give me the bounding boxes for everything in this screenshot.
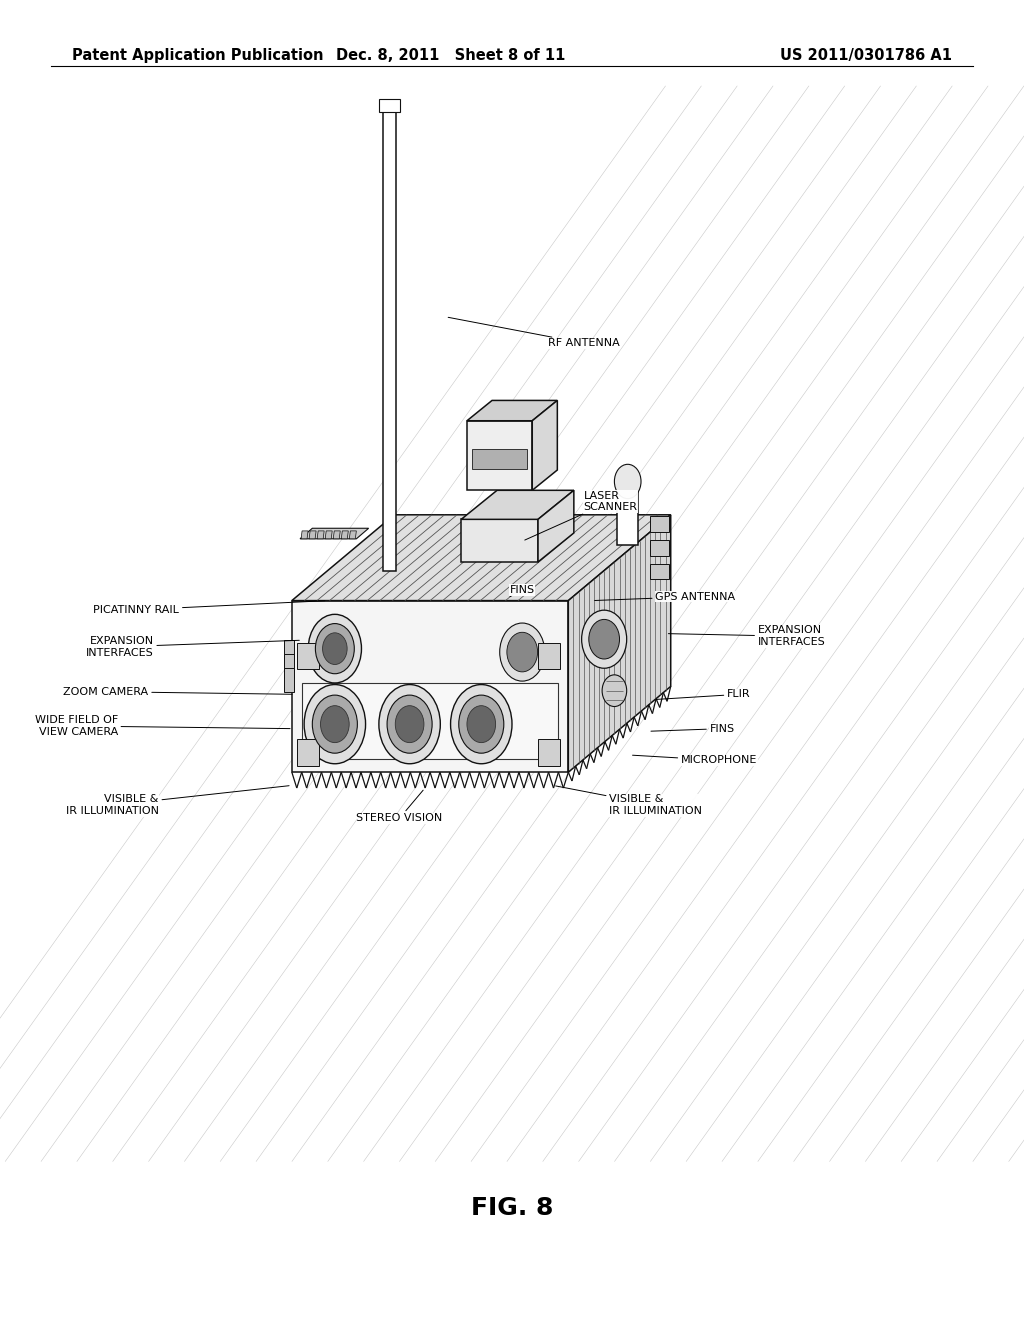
Polygon shape [650, 540, 669, 556]
Text: FLIR: FLIR [656, 689, 751, 700]
Polygon shape [333, 531, 340, 539]
Text: RF ANTENNA: RF ANTENNA [449, 317, 620, 348]
Polygon shape [284, 668, 294, 692]
Polygon shape [301, 531, 308, 539]
Polygon shape [568, 515, 671, 772]
Polygon shape [349, 531, 356, 539]
Text: US 2011/0301786 A1: US 2011/0301786 A1 [780, 48, 952, 63]
Text: FIG. 8: FIG. 8 [471, 1196, 553, 1220]
Polygon shape [532, 400, 557, 490]
Text: VISIBLE &
IR ILLUMINATION: VISIBLE & IR ILLUMINATION [66, 785, 289, 816]
Circle shape [379, 685, 440, 764]
Text: VISIBLE &
IR ILLUMINATION: VISIBLE & IR ILLUMINATION [556, 785, 702, 816]
Text: FINS: FINS [651, 723, 735, 734]
Text: WIDE FIELD OF
VIEW CAMERA: WIDE FIELD OF VIEW CAMERA [35, 715, 290, 737]
Circle shape [459, 696, 504, 754]
Circle shape [323, 632, 347, 664]
Text: PICATINNY RAIL: PICATINNY RAIL [93, 601, 325, 615]
Text: EXPANSION
INTERFACES: EXPANSION INTERFACES [669, 626, 825, 647]
Polygon shape [302, 682, 558, 759]
Polygon shape [383, 106, 396, 570]
Polygon shape [292, 515, 671, 601]
Circle shape [582, 610, 627, 668]
Polygon shape [461, 519, 538, 562]
Text: ZOOM CAMERA: ZOOM CAMERA [63, 686, 292, 697]
Polygon shape [297, 739, 319, 766]
Polygon shape [650, 516, 669, 532]
Polygon shape [379, 99, 400, 112]
Circle shape [500, 623, 545, 681]
Polygon shape [461, 490, 573, 519]
Text: EXPANSION
INTERFACES: EXPANSION INTERFACES [86, 636, 299, 657]
Circle shape [312, 696, 357, 754]
Circle shape [614, 465, 641, 499]
Circle shape [387, 696, 432, 754]
Text: GPS ANTENNA: GPS ANTENNA [595, 591, 735, 602]
Circle shape [395, 706, 424, 743]
Polygon shape [467, 400, 557, 421]
Circle shape [315, 623, 354, 673]
Polygon shape [472, 449, 527, 470]
Circle shape [321, 706, 349, 743]
Polygon shape [617, 482, 638, 545]
Text: LASER
SCANNER: LASER SCANNER [524, 491, 638, 540]
Circle shape [602, 675, 627, 706]
Polygon shape [284, 640, 294, 664]
Polygon shape [538, 490, 573, 562]
Text: FINS: FINS [510, 585, 535, 597]
Circle shape [451, 685, 512, 764]
Polygon shape [326, 531, 332, 539]
Polygon shape [284, 655, 294, 678]
Polygon shape [297, 643, 319, 669]
Circle shape [304, 685, 366, 764]
Polygon shape [650, 564, 669, 579]
Polygon shape [300, 528, 369, 539]
Circle shape [589, 619, 620, 659]
Polygon shape [309, 531, 316, 539]
Polygon shape [292, 601, 568, 772]
Text: Patent Application Publication: Patent Application Publication [72, 48, 324, 63]
Text: STEREO VISION: STEREO VISION [356, 791, 442, 824]
Circle shape [467, 706, 496, 743]
Text: Dec. 8, 2011   Sheet 8 of 11: Dec. 8, 2011 Sheet 8 of 11 [336, 48, 565, 63]
Polygon shape [538, 739, 560, 766]
Polygon shape [467, 421, 532, 490]
Polygon shape [341, 531, 348, 539]
Text: MICROPHONE: MICROPHONE [633, 755, 758, 766]
Circle shape [507, 632, 538, 672]
Circle shape [308, 614, 361, 682]
Polygon shape [317, 531, 325, 539]
Polygon shape [538, 643, 560, 669]
